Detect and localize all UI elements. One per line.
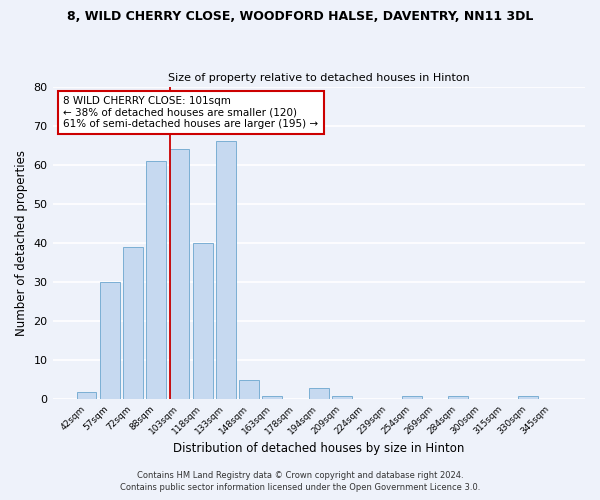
Bar bbox=[193, 243, 212, 400]
Text: 8, WILD CHERRY CLOSE, WOODFORD HALSE, DAVENTRY, NN11 3DL: 8, WILD CHERRY CLOSE, WOODFORD HALSE, DA… bbox=[67, 10, 533, 23]
Bar bbox=[100, 282, 119, 400]
Text: Contains HM Land Registry data © Crown copyright and database right 2024.
Contai: Contains HM Land Registry data © Crown c… bbox=[120, 471, 480, 492]
Bar bbox=[448, 396, 468, 400]
Bar bbox=[239, 380, 259, 400]
X-axis label: Distribution of detached houses by size in Hinton: Distribution of detached houses by size … bbox=[173, 442, 464, 455]
Bar bbox=[262, 396, 282, 400]
Bar bbox=[216, 142, 236, 400]
Y-axis label: Number of detached properties: Number of detached properties bbox=[15, 150, 28, 336]
Bar bbox=[518, 396, 538, 400]
Bar bbox=[77, 392, 97, 400]
Bar bbox=[170, 149, 190, 400]
Bar bbox=[309, 388, 329, 400]
Bar bbox=[123, 247, 143, 400]
Text: 8 WILD CHERRY CLOSE: 101sqm
← 38% of detached houses are smaller (120)
61% of se: 8 WILD CHERRY CLOSE: 101sqm ← 38% of det… bbox=[63, 96, 319, 129]
Bar bbox=[332, 396, 352, 400]
Bar bbox=[402, 396, 422, 400]
Bar bbox=[146, 161, 166, 400]
Title: Size of property relative to detached houses in Hinton: Size of property relative to detached ho… bbox=[168, 73, 470, 83]
